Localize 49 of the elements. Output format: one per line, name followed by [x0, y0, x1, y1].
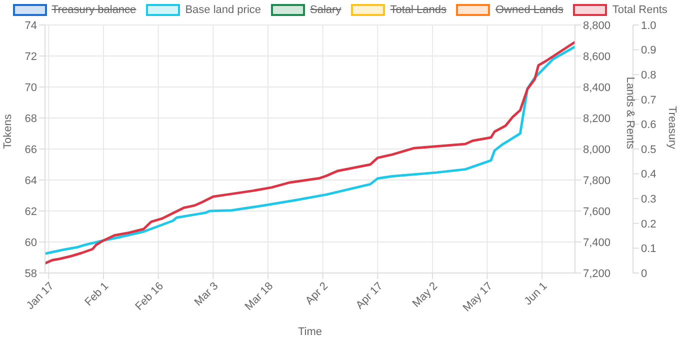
x-axis-title: Time	[298, 326, 322, 338]
y-tick-label: 62	[24, 206, 37, 218]
legend-label: Total Lands	[390, 4, 446, 16]
y2-tick-label: 7,400	[583, 236, 611, 249]
y3-tick-label: 0.1	[641, 243, 656, 256]
y2-tick-label: 8,400	[583, 82, 611, 94]
y-axis-title: Tokens	[2, 114, 14, 149]
legend-label: Base land price	[185, 4, 262, 16]
y3-tick-label: 0.2	[641, 218, 656, 230]
x-tick-label: Mar 3	[192, 280, 221, 309]
y-tick-label: 66	[24, 144, 37, 156]
y3-tick-label: 1.0	[641, 20, 656, 32]
y2-tick-label: 8,000	[583, 144, 611, 156]
x-tick-label: Feb 1	[82, 280, 112, 309]
y2-tick-label: 8,800	[583, 20, 611, 32]
x-tick-label: May 17	[460, 280, 495, 314]
y3-tick-label: 0.7	[641, 94, 656, 106]
y3-tick-label: 0.4	[641, 168, 656, 181]
y2-tick-label: 7,800	[583, 174, 611, 187]
y3-axis-title: Treasury	[666, 106, 678, 150]
y3-tick-label: 0.9	[641, 44, 656, 57]
y3-tick-label: 0.6	[641, 119, 656, 132]
x-tick-label: May 2	[410, 280, 440, 310]
legend-label: Salary	[310, 4, 342, 16]
y-tick-label: 68	[24, 112, 37, 125]
y-tick-label: 70	[24, 82, 37, 94]
y-tick-label: 64	[24, 174, 37, 187]
y3-tick-label: 0	[641, 268, 648, 280]
legend-label: Total Rents	[612, 4, 668, 16]
x-tick-label: Jun 1	[522, 280, 550, 308]
y2-tick-label: 8,200	[583, 112, 611, 125]
y3-tick-label: 0.3	[641, 194, 656, 206]
x-tick-label: Feb 16	[133, 280, 166, 313]
x-tick-label: Apr 2	[303, 280, 330, 308]
x-tick-label: Jan 17	[24, 280, 56, 312]
y-tick-label: 58	[24, 268, 37, 280]
y2-tick-label: 8,600	[583, 50, 611, 63]
y2-tick-label: 7,600	[583, 206, 611, 218]
y2-axis-title: Lands & Rents	[624, 76, 636, 150]
y-tick-label: 74	[24, 20, 37, 32]
y2-tick-label: 7,200	[583, 268, 611, 280]
x-tick-label: Mar 18	[242, 280, 276, 313]
legend-label: Owned Lands	[495, 4, 564, 16]
x-tick-label: Apr 17	[354, 280, 386, 312]
y3-tick-label: 0.8	[641, 70, 656, 82]
y-tick-label: 60	[24, 236, 37, 249]
legend-label: Treasury balance	[52, 4, 136, 16]
y3-tick-label: 0.5	[641, 144, 656, 156]
y-tick-label: 72	[24, 50, 37, 63]
